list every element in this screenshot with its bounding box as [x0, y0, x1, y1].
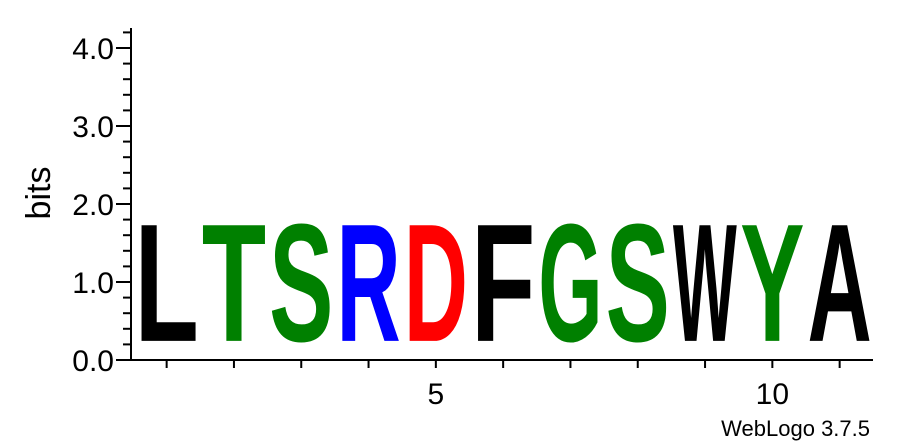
y-tick-label: 1.0	[72, 267, 114, 300]
x-tick-label: 10	[756, 378, 789, 411]
logo-letter-w: W	[673, 190, 737, 378]
y-tick-label: 3.0	[72, 111, 114, 144]
logo-letter-l: L	[135, 189, 199, 377]
logo-letter-d: D	[404, 188, 468, 377]
axes	[130, 28, 873, 361]
y-tick-label: 4.0	[72, 33, 114, 66]
y-axis-ticks: 0.0 1.0 2.0 3.0 4.0	[72, 31, 131, 378]
logo-letter-y: Y	[740, 190, 804, 378]
y-axis-label: bits	[20, 167, 58, 220]
logo-letter-a: A	[808, 188, 872, 377]
logo-letter-r: R	[336, 188, 400, 377]
logo-letter-s: S	[606, 190, 670, 378]
y-tick-label: 2.0	[72, 189, 114, 222]
x-axis-ticks: 5 10	[165, 360, 841, 411]
logo-letter-t: T	[202, 189, 266, 377]
logo-letter-g: G	[538, 190, 602, 378]
y-tick-label: 0.0	[72, 345, 114, 378]
logo-letter-f: F	[471, 189, 535, 377]
logo-letter-s: S	[269, 190, 333, 378]
weblogo-credit: WebLogo 3.7.5	[721, 416, 870, 441]
x-tick-label: 5	[428, 378, 445, 411]
